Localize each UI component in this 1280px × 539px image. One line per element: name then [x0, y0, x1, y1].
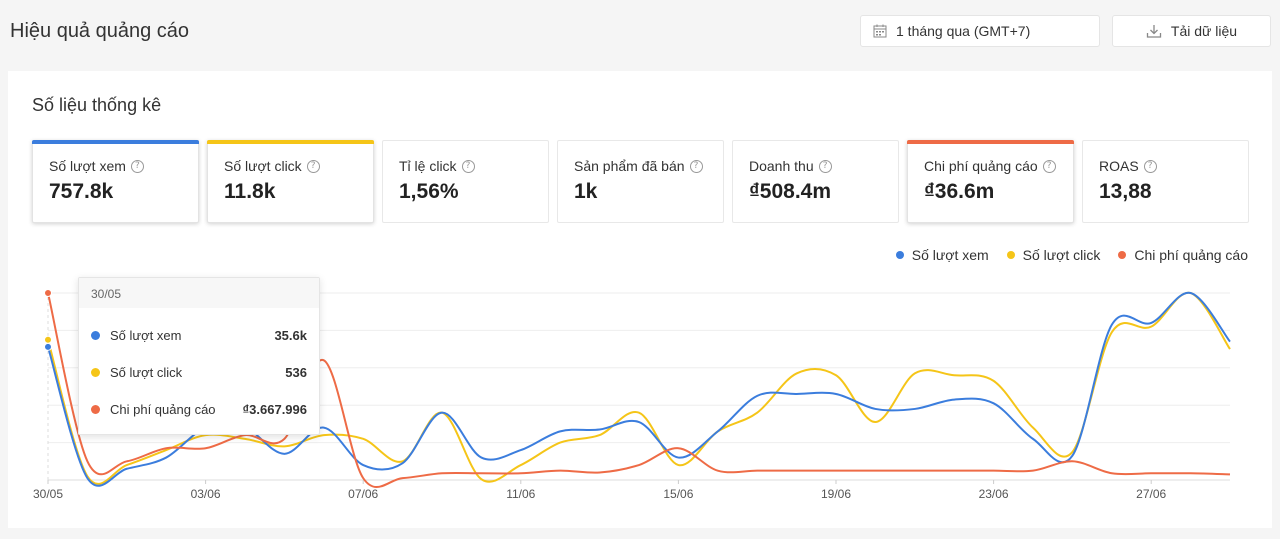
stat-card-label-text: Số lượt click	[224, 158, 302, 174]
legend-dot	[1118, 251, 1127, 259]
stat-card-label-text: Chi phí quảng cáo	[924, 158, 1038, 174]
stat-card-label-text: Doanh thu	[749, 158, 814, 174]
stat-card-label: Số lượt click?	[224, 158, 373, 174]
stat-card-value: 13,88	[1099, 180, 1152, 203]
stat-card[interactable]: Số lượt xem? 757.8k	[32, 140, 199, 223]
stat-card[interactable]: ROAS? 13,88	[1082, 140, 1249, 223]
stat-card[interactable]: Doanh thu? ₫508.4m	[732, 140, 899, 223]
stat-card[interactable]: Chi phí quảng cáo? ₫36.6m	[907, 140, 1074, 223]
tooltip-dot	[91, 367, 100, 377]
legend-item[interactable]: Số lượt xem	[895, 247, 989, 263]
stat-card[interactable]: Số lượt click? 11.8k	[207, 140, 374, 223]
stat-card-label-text: ROAS	[1099, 158, 1139, 174]
legend-dot	[895, 251, 904, 259]
x-tick-label: 27/06	[1136, 487, 1166, 501]
tooltip-series-value: 536	[285, 364, 307, 380]
help-icon[interactable]: ?	[1143, 159, 1157, 173]
line-chart: 30/05 03/06 07/06 11/06 15/06 19/06 23/06 27/06	[33, 289, 1231, 501]
chart-tooltip: 30/05 Số lượt xem 35.6k Số lượt click 536 Ch…	[78, 277, 320, 435]
legend-item[interactable]: Số lượt click	[1006, 247, 1101, 263]
help-icon[interactable]: ?	[461, 159, 475, 173]
stat-card-highlight	[32, 140, 199, 144]
x-tick-label: 11/06	[506, 487, 535, 501]
tooltip-dot	[91, 330, 100, 340]
stat-card-value: ₫508.4m	[749, 180, 832, 203]
stats-title: Số liệu thống kê	[32, 95, 162, 115]
chart-legend: Số lượt xem Số lượt click Chi phí quảng cá…	[878, 247, 1248, 263]
stat-card[interactable]: Sản phẩm đã bán? 1k	[557, 140, 724, 223]
help-icon[interactable]: ?	[306, 159, 320, 173]
download-label: Tải dữ liệu	[1170, 23, 1238, 39]
stat-card-value: 757.8k	[49, 180, 114, 203]
download-icon	[1146, 25, 1162, 38]
help-icon[interactable]: ?	[130, 159, 144, 173]
stat-card[interactable]: Tỉ lệ click? 1,56%	[382, 140, 549, 223]
tooltip-series-name: Số lượt xem	[110, 327, 182, 343]
series-line	[47, 292, 1231, 488]
stat-card-label-text: Sản phẩm đã bán	[574, 158, 685, 174]
tooltip-row: Số lượt click 536	[91, 363, 307, 381]
x-tick-label: 23/06	[979, 487, 1009, 501]
stats-card: Số liệu thống kê Số lượt xem? 757.8k Số lư…	[8, 71, 1272, 528]
tooltip-series-value: 35.6k	[274, 327, 307, 343]
x-tick-label: 19/06	[821, 487, 851, 501]
stat-card-value: 11.8k	[224, 180, 276, 203]
stat-card-label: Chi phí quảng cáo?	[924, 158, 1073, 174]
stat-card-label-text: Tỉ lệ click	[399, 158, 457, 174]
hover-point	[44, 342, 52, 351]
stat-card-label: Số lượt xem?	[49, 158, 198, 174]
stat-card-label: Sản phẩm đã bán?	[574, 158, 723, 174]
page-title: Hiệu quả quảng cáo	[10, 20, 190, 42]
stat-card-label: Doanh thu?	[749, 158, 898, 174]
stat-card-label-text: Số lượt xem	[49, 158, 126, 174]
help-icon[interactable]: ?	[818, 159, 832, 173]
hover-point	[44, 289, 52, 297]
stat-card-label: ROAS?	[1099, 158, 1248, 174]
help-icon[interactable]: ?	[1042, 159, 1056, 173]
legend-label: Chi phí quảng cáo	[1134, 247, 1248, 263]
tooltip-row: Chi phí quảng cáo ₫3.667.996	[91, 400, 307, 418]
x-tick-label: 07/06	[348, 487, 378, 501]
date-range-button[interactable]: 1 tháng qua (GMT+7)	[860, 15, 1100, 47]
series-line	[47, 291, 1231, 485]
stat-card-value: 1,56%	[399, 180, 459, 203]
download-button[interactable]: Tải dữ liệu	[1112, 15, 1271, 47]
help-icon[interactable]: ?	[689, 159, 703, 173]
calendar-icon	[873, 24, 887, 38]
x-tick-label: 30/05	[33, 487, 63, 501]
legend-dot	[1006, 251, 1015, 259]
tooltip-date: 30/05	[79, 278, 319, 308]
tooltip-row: Số lượt xem 35.6k	[91, 326, 307, 344]
stat-card-value: ₫36.6m	[924, 180, 995, 203]
stat-card-highlight	[207, 140, 374, 144]
date-range-label: 1 tháng qua (GMT+7)	[896, 23, 1031, 39]
tooltip-series-name: Chi phí quảng cáo	[110, 401, 216, 417]
stat-card-highlight	[907, 140, 1074, 144]
tooltip-series-name: Số lượt click	[110, 364, 183, 380]
legend-label: Số lượt click	[1022, 247, 1101, 263]
legend-item[interactable]: Chi phí quảng cáo	[1118, 247, 1248, 263]
stat-card-value: 1k	[574, 180, 598, 203]
stat-card-label: Tỉ lệ click?	[399, 158, 548, 174]
x-tick-label: 15/06	[663, 487, 693, 501]
legend-label: Số lượt xem	[911, 247, 989, 263]
hover-point	[44, 335, 52, 344]
tooltip-dot	[91, 404, 100, 414]
tooltip-series-value: ₫3.667.996	[242, 401, 307, 417]
x-tick-label: 03/06	[191, 487, 221, 501]
